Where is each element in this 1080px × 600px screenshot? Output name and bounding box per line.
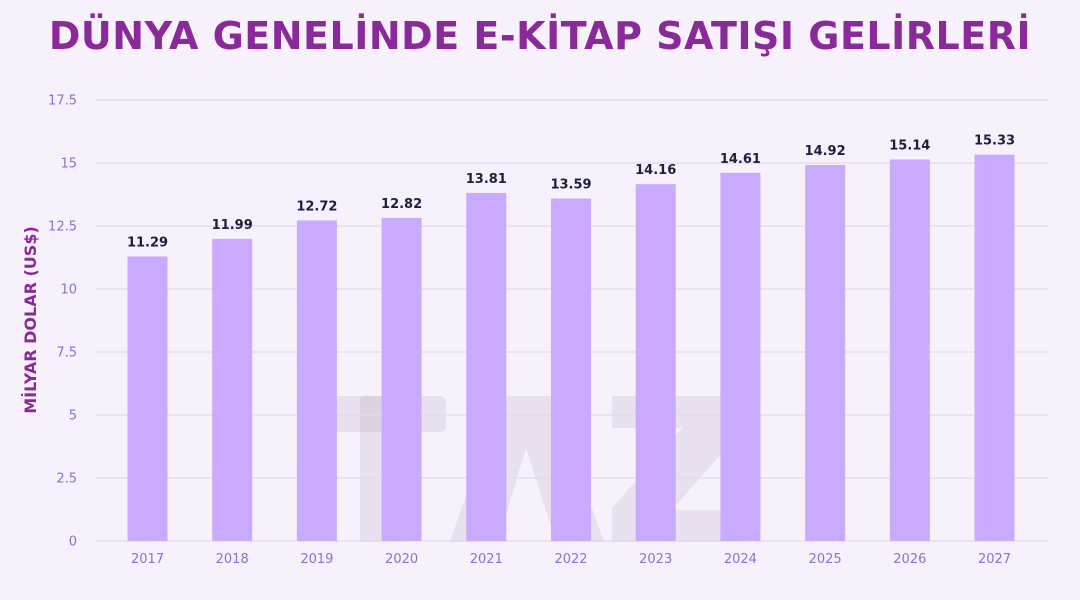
x-tick-label-2020: 2020 — [385, 552, 418, 567]
watermark-logo — [316, 396, 742, 542]
data-label-2027: 15.33 — [974, 134, 1015, 149]
chart-title: DÜNYA GENELİNDE E-KİTAP SATIŞI GELİRLERİ — [48, 14, 1032, 58]
y-tick-label: 15 — [60, 157, 77, 172]
y-tick-label: 5 — [69, 409, 77, 424]
data-label-2017: 11.29 — [127, 235, 168, 250]
y-tick-label: 17.5 — [48, 94, 77, 109]
bar-2025 — [805, 165, 846, 542]
x-tick-label-2017: 2017 — [131, 552, 164, 567]
x-tick-label-2023: 2023 — [639, 552, 672, 567]
x-tick-label-2027: 2027 — [978, 552, 1011, 567]
bar-2017 — [127, 256, 168, 541]
x-tick-label-2022: 2022 — [554, 552, 587, 567]
data-label-2018: 11.99 — [212, 218, 253, 233]
bar-2024 — [720, 172, 761, 541]
bar-2021 — [466, 192, 507, 541]
y-axis-title: MİLYAR DOLAR (US$) — [21, 226, 40, 414]
data-label-2026: 15.14 — [889, 138, 930, 153]
bars — [127, 154, 1015, 542]
data-label-2019: 12.72 — [296, 199, 337, 214]
y-tick-label: 12.5 — [48, 220, 77, 235]
bar-2027 — [974, 154, 1015, 541]
bar-2018 — [212, 238, 253, 542]
y-tick-label: 7.5 — [56, 346, 77, 361]
bar-2026 — [889, 159, 930, 542]
data-label-2021: 13.81 — [466, 172, 507, 187]
data-label-2020: 12.82 — [381, 197, 422, 212]
x-axis-ticks: 2017 2018 2019 2020 2021 2022 2023 2024 2025 2026… — [131, 552, 1011, 567]
data-label-2022: 13.59 — [550, 178, 591, 193]
data-label-2025: 14.92 — [805, 144, 846, 159]
data-labels: 11.29 11.99 12.72 12.82 13.81 13.59 14.16 14.61… — [127, 134, 1015, 251]
x-tick-label-2024: 2024 — [724, 552, 757, 567]
x-tick-label-2018: 2018 — [216, 552, 249, 567]
y-tick-label: 2.5 — [56, 472, 77, 487]
x-tick-label-2026: 2026 — [893, 552, 926, 567]
y-tick-label: 10 — [60, 283, 77, 298]
x-tick-label-2019: 2019 — [300, 552, 333, 567]
bar-2019 — [296, 220, 337, 541]
data-label-2023: 14.16 — [635, 163, 676, 178]
y-tick-label: 0 — [69, 535, 77, 550]
bar-2022 — [551, 198, 591, 542]
data-label-2024: 14.61 — [720, 152, 761, 167]
bar-2020 — [381, 217, 422, 541]
bar-2023 — [635, 184, 676, 541]
x-tick-label-2025: 2025 — [809, 552, 842, 567]
y-axis-ticks: 0 2.5 5 7.5 10 12.5 15 17.5 — [48, 94, 77, 550]
x-tick-label-2021: 2021 — [470, 552, 503, 567]
